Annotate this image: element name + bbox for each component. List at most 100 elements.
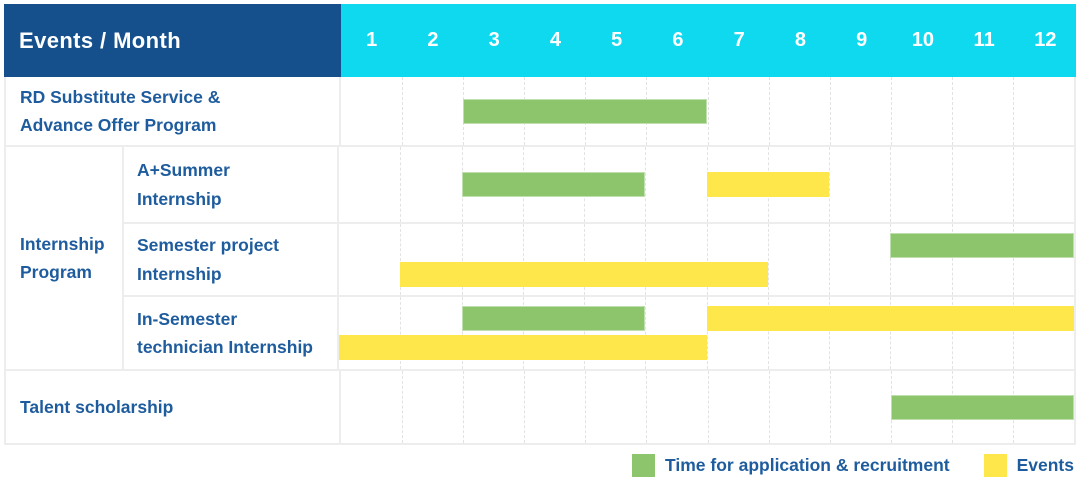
recruitment-bar — [463, 98, 708, 124]
month-gridline — [584, 297, 585, 369]
table-header-row: Events / Month 1 2 3 4 5 6 7 8 9 10 11 12 — [4, 4, 1076, 77]
bar-track — [339, 172, 1074, 197]
month-gridline — [461, 224, 463, 295]
month-header-cell-8: 8 — [794, 29, 806, 51]
month-gridline — [1012, 297, 1014, 369]
month-gridline — [645, 224, 647, 295]
month-gridline — [768, 77, 770, 145]
month-gridline — [402, 77, 404, 145]
legend-item-recruitment: Time for application & recruitment — [632, 454, 950, 477]
month-gridline — [706, 297, 708, 369]
month-gridline — [461, 297, 463, 369]
bar-track — [339, 261, 1074, 287]
bar-tracks — [339, 224, 1074, 295]
bar-track — [339, 335, 1074, 360]
month-gridline — [829, 147, 830, 222]
month-gridline — [768, 371, 770, 443]
table-row-semester-project: Semester project Internship — [124, 222, 1074, 295]
table-body: RD Substitute Service & Advance Offer Pr… — [4, 77, 1076, 445]
month-gridline — [890, 77, 892, 145]
month-gridline — [829, 371, 831, 443]
month-gridline — [585, 371, 587, 443]
month-header-cell-6: 6 — [672, 29, 684, 51]
month-header-cell-10: 10 — [911, 29, 934, 51]
legend-item-events: Events — [983, 454, 1074, 477]
month-gridline — [522, 224, 524, 295]
month-gridline — [524, 371, 526, 443]
chart-cell-semester-project — [339, 224, 1074, 295]
recruitment-bar — [890, 394, 1074, 420]
month-number-header: 1 2 3 4 5 6 7 8 9 10 11 12 — [341, 4, 1076, 77]
month-gridline — [951, 77, 953, 145]
month-header-cell-7: 7 — [733, 29, 745, 51]
month-gridline — [463, 371, 465, 443]
month-gridline — [400, 147, 402, 222]
row-label-a-summer: A+Summer Internship — [124, 147, 339, 222]
month-gridline — [402, 371, 404, 443]
bar-tracks — [339, 147, 1074, 222]
table-row-talent-scholarship: Talent scholarship — [6, 369, 1074, 443]
table-row-a-summer: A+Summer Internship — [124, 147, 1074, 222]
bar-tracks — [339, 297, 1074, 369]
month-gridline — [890, 297, 892, 369]
month-header-cell-12: 12 — [1034, 29, 1057, 51]
chart-cell-a-summer — [339, 147, 1074, 222]
month-gridline — [645, 147, 647, 222]
bar-track — [339, 232, 1074, 258]
month-gridline — [706, 224, 708, 295]
table-row-in-semester: In-Semester technician Internship — [124, 295, 1074, 369]
month-gridline — [1012, 147, 1014, 222]
row-label-semester-project: Semester project Internship — [124, 224, 339, 295]
events-month-table: Events / Month 1 2 3 4 5 6 7 8 9 10 11 12 RD Substi… — [4, 4, 1076, 445]
month-gridline — [767, 224, 769, 295]
month-gridline — [1012, 77, 1014, 145]
month-gridline — [707, 371, 709, 443]
recruitment-bar — [461, 306, 646, 331]
row-label-rd-substitute: RD Substitute Service & Advance Offer Pr… — [6, 77, 341, 145]
row-label-talent-scholarship: Talent scholarship — [6, 371, 341, 443]
event-bar — [706, 172, 829, 197]
legend: Time for application & recruitment Event… — [632, 454, 1074, 477]
table-row-group-internship: Internship Program A+Summer Internship S… — [6, 145, 1074, 369]
recruitment-bar — [461, 172, 646, 197]
month-gridline — [829, 297, 830, 369]
month-gridline — [400, 297, 402, 369]
month-header-cell-2: 2 — [427, 29, 439, 51]
group-label-internship-program: Internship Program — [6, 147, 124, 369]
event-bar — [706, 306, 1074, 331]
recruitment-color-swatch — [632, 454, 656, 477]
legend-label-events: Events — [1016, 455, 1074, 475]
events-month-header: Events / Month — [4, 4, 341, 77]
month-gridline — [522, 297, 524, 369]
month-header-cell-9: 9 — [856, 29, 868, 51]
month-gridline — [645, 297, 647, 369]
month-header-cell-4: 4 — [549, 29, 561, 51]
month-gridline — [829, 224, 830, 295]
month-header-cell-11: 11 — [973, 29, 995, 51]
event-bar — [339, 335, 707, 360]
internship-group-body: A+Summer Internship Semester project Int… — [124, 147, 1074, 369]
month-header-cell-3: 3 — [488, 29, 500, 51]
event-bar — [400, 261, 768, 287]
bar-track — [339, 306, 1074, 331]
month-gridline — [646, 371, 648, 443]
events-color-swatch — [983, 454, 1007, 477]
month-gridline — [890, 224, 892, 295]
bar-tracks — [341, 77, 1074, 145]
month-gridline — [951, 297, 953, 369]
month-gridline — [767, 297, 769, 369]
month-header-cell-1: 1 — [366, 29, 378, 51]
legend-label-recruitment: Time for application & recruitment — [665, 455, 950, 475]
row-label-in-semester: In-Semester technician Internship — [124, 297, 339, 369]
bar-tracks — [341, 371, 1074, 443]
month-header-cell-5: 5 — [611, 29, 623, 51]
month-gridline — [829, 77, 831, 145]
chart-cell-rd-substitute — [341, 77, 1074, 145]
month-gridline — [400, 224, 402, 295]
month-gridline — [951, 147, 953, 222]
month-gridline — [707, 77, 709, 145]
month-gridline — [584, 224, 585, 295]
month-gridline — [890, 147, 892, 222]
month-gridline — [951, 224, 953, 295]
